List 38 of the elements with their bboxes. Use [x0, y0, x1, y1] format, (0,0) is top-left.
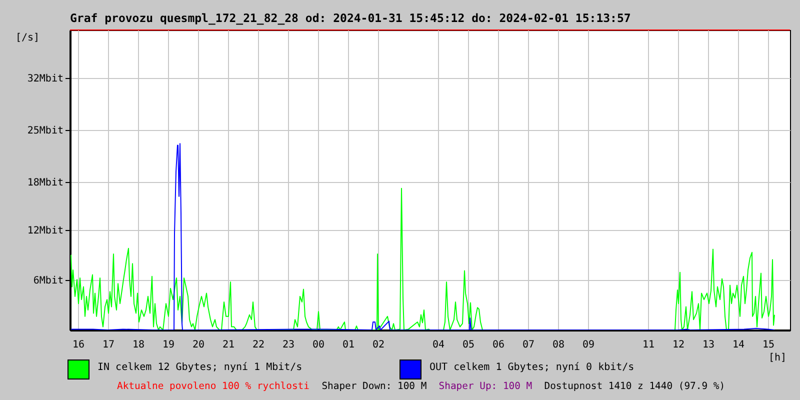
text: Shaper Up: 100 M — [438, 381, 532, 392]
x-tick-label: 16 — [72, 340, 85, 350]
x-tick-label: 17 — [102, 340, 115, 350]
x-tick-label: 20 — [192, 340, 205, 350]
x-tick-label: 06 — [492, 340, 505, 350]
x-tick-label: 12 — [672, 340, 685, 350]
x-tick-label: 11 — [642, 340, 655, 350]
x-tick-label: 01 — [342, 340, 355, 350]
text: Dostupnost 1410 z 1440 (97.9 %) — [544, 381, 726, 392]
x-tick-label: 09 — [582, 340, 595, 350]
x-tick-label: 00 — [312, 340, 325, 350]
x-tick-label: 02 — [372, 340, 385, 350]
x-tick-label: 15 — [762, 340, 775, 350]
x-tick-label: 21 — [222, 340, 235, 350]
ref-line-label: Aktualne povoleno 100 % rychlosti — [117, 381, 310, 392]
x-axis-title: [h] — [768, 352, 787, 364]
y-tick-label: 32Mbit — [27, 74, 64, 84]
x-tick-label: 13 — [702, 340, 715, 350]
legend-label: IN celkem 12 Gbytes; nyní 1 Mbit/s — [98, 362, 302, 373]
y-tick-label: 6Mbit — [33, 276, 64, 286]
y-axis-title: [/s] — [16, 32, 40, 44]
legend-label: OUT celkem 1 Gbytes; nyní 0 kbit/s — [430, 362, 634, 373]
x-tick-label: 18 — [132, 340, 145, 350]
text: Shaper Down: 100 M — [322, 381, 427, 392]
x-tick-label: 23 — [282, 340, 295, 350]
x-tick-label: 08 — [552, 340, 565, 350]
line-series — [70, 143, 775, 330]
x-tick-label: 04 — [432, 340, 445, 350]
x-tick-label: 14 — [732, 340, 745, 350]
x-tick-label: 05 — [462, 340, 475, 350]
y-tick-label: 18Mbit — [27, 178, 64, 188]
y-tick-label: 12Mbit — [27, 226, 64, 236]
x-tick-label: 07 — [522, 340, 535, 350]
x-tick-label: 19 — [162, 340, 175, 350]
y-tick-label: 25Mbit — [27, 126, 64, 136]
line-series — [70, 188, 775, 330]
x-tick-label: 22 — [252, 340, 265, 350]
chart-title: Graf provozu quesmpl_172_21_82_28 od: 2024-01-31 15:45:12 do: 2024-02-01 15:13:57 — [70, 11, 631, 25]
